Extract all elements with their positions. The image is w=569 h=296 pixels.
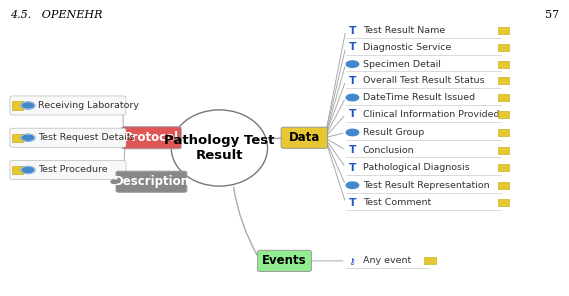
Text: T: T <box>348 109 356 119</box>
Text: Pathology Test
Result: Pathology Test Result <box>164 134 275 162</box>
FancyBboxPatch shape <box>498 111 509 118</box>
Text: DateTime Result Issued: DateTime Result Issued <box>362 93 475 102</box>
Text: Overall Test Result Status: Overall Test Result Status <box>362 76 484 85</box>
Text: Protocol: Protocol <box>124 131 179 144</box>
Text: Data: Data <box>288 131 320 144</box>
FancyBboxPatch shape <box>498 94 509 101</box>
FancyBboxPatch shape <box>10 96 126 115</box>
FancyBboxPatch shape <box>10 160 126 179</box>
Text: Description: Description <box>113 175 189 188</box>
Text: T: T <box>348 26 356 36</box>
FancyBboxPatch shape <box>498 182 509 189</box>
Ellipse shape <box>171 110 267 186</box>
FancyBboxPatch shape <box>424 257 436 264</box>
Circle shape <box>346 61 358 67</box>
FancyBboxPatch shape <box>498 44 509 51</box>
FancyBboxPatch shape <box>116 171 187 192</box>
FancyBboxPatch shape <box>258 250 311 271</box>
Text: Test Result Name: Test Result Name <box>362 26 445 35</box>
Text: 57: 57 <box>545 10 559 20</box>
Text: T: T <box>348 42 356 52</box>
FancyBboxPatch shape <box>498 129 509 136</box>
Text: Test Procedure: Test Procedure <box>38 165 108 174</box>
Circle shape <box>346 182 358 189</box>
Circle shape <box>21 166 35 173</box>
Text: Test Result Representation: Test Result Representation <box>362 181 489 190</box>
Text: Specimen Detail: Specimen Detail <box>362 59 440 69</box>
FancyBboxPatch shape <box>498 61 509 68</box>
FancyBboxPatch shape <box>12 133 23 142</box>
Text: T: T <box>348 163 356 173</box>
Text: Receiving Laboratory: Receiving Laboratory <box>38 101 139 110</box>
FancyBboxPatch shape <box>498 27 509 34</box>
FancyBboxPatch shape <box>12 166 23 174</box>
Text: Any event: Any event <box>362 256 411 266</box>
FancyBboxPatch shape <box>12 101 23 110</box>
Circle shape <box>346 129 358 136</box>
Text: T: T <box>348 145 356 155</box>
FancyBboxPatch shape <box>281 127 328 148</box>
Text: T: T <box>348 198 356 208</box>
FancyBboxPatch shape <box>122 127 181 149</box>
Text: Clinical Information Provided: Clinical Information Provided <box>362 110 499 119</box>
FancyBboxPatch shape <box>10 128 126 147</box>
Text: 4.5.   OPENEHR: 4.5. OPENEHR <box>10 10 102 20</box>
Text: Test Comment: Test Comment <box>362 198 431 207</box>
Circle shape <box>21 134 35 141</box>
Text: Events: Events <box>262 254 307 267</box>
FancyBboxPatch shape <box>498 164 509 171</box>
FancyBboxPatch shape <box>498 199 509 206</box>
Text: Test Request Details: Test Request Details <box>38 133 135 142</box>
Circle shape <box>21 102 35 109</box>
FancyBboxPatch shape <box>498 147 509 154</box>
Circle shape <box>346 94 358 101</box>
Text: Result Group: Result Group <box>362 128 424 137</box>
Text: Pathological Diagnosis: Pathological Diagnosis <box>362 163 469 172</box>
Text: ⚷: ⚷ <box>348 256 356 266</box>
Circle shape <box>111 180 118 184</box>
Text: T: T <box>348 76 356 86</box>
Text: Diagnostic Service: Diagnostic Service <box>362 43 451 52</box>
Text: Conclusion: Conclusion <box>362 146 414 155</box>
FancyBboxPatch shape <box>498 77 509 84</box>
